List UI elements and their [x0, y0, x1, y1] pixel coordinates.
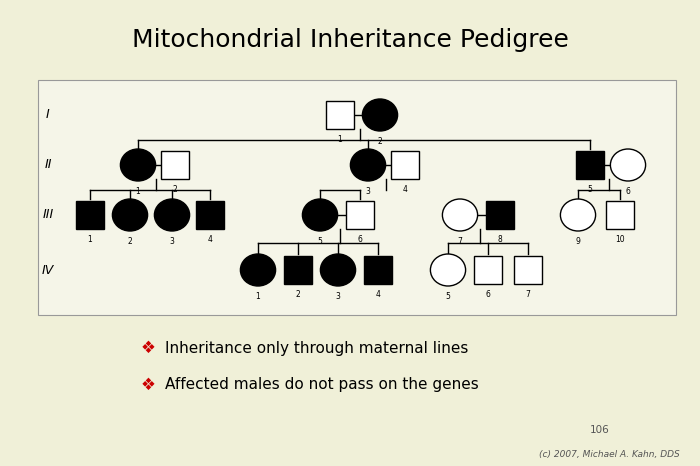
- Text: ❖: ❖: [141, 376, 155, 394]
- Ellipse shape: [155, 199, 190, 231]
- Text: II: II: [44, 158, 52, 171]
- Text: 7: 7: [526, 290, 531, 299]
- Text: 10: 10: [615, 235, 625, 244]
- Text: (c) 2007, Michael A. Kahn, DDS: (c) 2007, Michael A. Kahn, DDS: [539, 451, 680, 459]
- Text: I: I: [46, 109, 50, 122]
- Text: Inheritance only through maternal lines: Inheritance only through maternal lines: [165, 341, 468, 356]
- Ellipse shape: [442, 199, 477, 231]
- Text: 3: 3: [335, 292, 340, 301]
- Bar: [346, 201, 374, 229]
- Bar: [326, 101, 354, 129]
- Text: 1: 1: [337, 135, 342, 144]
- Text: Mitochondrial Inheritance Pedigree: Mitochondrial Inheritance Pedigree: [132, 28, 568, 52]
- Text: 5: 5: [446, 292, 450, 301]
- Text: 3: 3: [169, 237, 174, 246]
- Bar: [196, 201, 224, 229]
- Text: 5: 5: [587, 185, 592, 194]
- Text: 1: 1: [256, 292, 260, 301]
- Ellipse shape: [363, 99, 398, 131]
- Text: 3: 3: [365, 187, 370, 196]
- Text: 4: 4: [402, 185, 407, 194]
- Text: IV: IV: [42, 263, 54, 276]
- Text: III: III: [43, 208, 54, 221]
- Bar: [76, 201, 104, 229]
- Text: Affected males do not pass on the genes: Affected males do not pass on the genes: [165, 377, 479, 392]
- Text: 2: 2: [173, 185, 177, 194]
- Ellipse shape: [321, 254, 356, 286]
- Ellipse shape: [430, 254, 466, 286]
- Bar: [486, 201, 514, 229]
- Text: 6: 6: [358, 235, 363, 244]
- Text: 1: 1: [88, 235, 92, 244]
- Ellipse shape: [561, 199, 596, 231]
- Bar: [474, 256, 502, 284]
- Text: 6: 6: [626, 187, 631, 196]
- Bar: [514, 256, 542, 284]
- Text: ❖: ❖: [141, 339, 155, 357]
- Bar: [161, 151, 189, 179]
- Text: 5: 5: [318, 237, 323, 246]
- Ellipse shape: [610, 149, 645, 181]
- Bar: [576, 151, 604, 179]
- Bar: [364, 256, 392, 284]
- Ellipse shape: [113, 199, 148, 231]
- Text: 2: 2: [127, 237, 132, 246]
- Text: 4: 4: [208, 235, 212, 244]
- Ellipse shape: [302, 199, 337, 231]
- Text: 4: 4: [376, 290, 380, 299]
- Ellipse shape: [120, 149, 155, 181]
- Text: 2: 2: [377, 137, 382, 146]
- Ellipse shape: [240, 254, 276, 286]
- Text: 9: 9: [575, 237, 580, 246]
- Text: 1: 1: [136, 187, 141, 196]
- Bar: [284, 256, 312, 284]
- Bar: [606, 201, 634, 229]
- Text: 2: 2: [295, 290, 300, 299]
- Text: 7: 7: [458, 237, 463, 246]
- Bar: [391, 151, 419, 179]
- Text: 8: 8: [498, 235, 503, 244]
- Text: 6: 6: [486, 290, 491, 299]
- Ellipse shape: [351, 149, 386, 181]
- Text: 106: 106: [590, 425, 610, 435]
